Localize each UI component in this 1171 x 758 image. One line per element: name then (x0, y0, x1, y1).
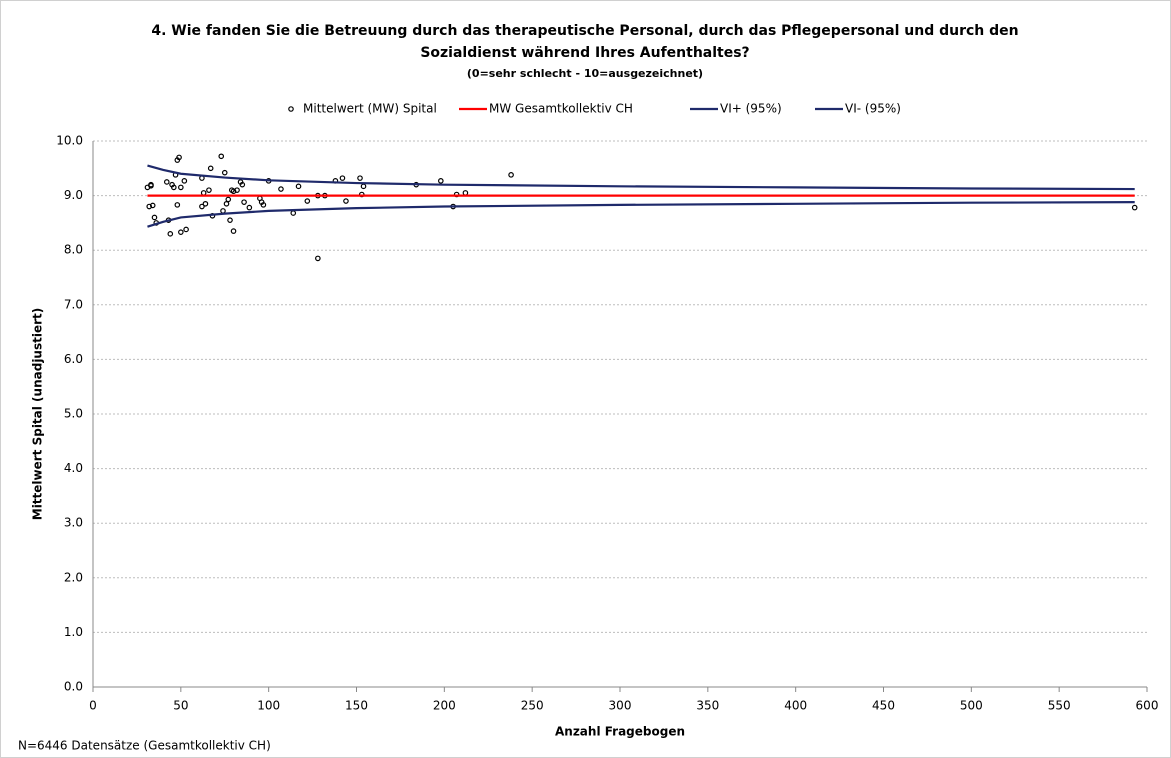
x-axis-label: Anzahl Fragebogen (555, 725, 685, 739)
x-tick-label: 0 (89, 699, 97, 713)
point (304, 198, 311, 204)
point (246, 204, 253, 211)
y-tick-label: 10.0 (56, 134, 83, 148)
y-tick-label: 9.0 (64, 188, 83, 202)
footnote: N=6446 Datensätze (Gesamtkollektiv CH) (18, 739, 271, 753)
point (176, 154, 182, 161)
x-tick-label: 500 (960, 699, 983, 713)
point (163, 179, 170, 185)
point (178, 184, 184, 191)
point (148, 182, 154, 189)
point (1131, 204, 1138, 211)
point (221, 169, 228, 176)
point (207, 165, 214, 172)
point (239, 181, 246, 188)
point (357, 175, 363, 181)
point (167, 231, 174, 237)
y-tick-label: 8.0 (64, 243, 83, 257)
legend-label: Mittelwert (MW) Spital (303, 102, 437, 116)
point (149, 202, 156, 209)
legend-marker (288, 106, 294, 112)
point (183, 226, 189, 233)
y-tick-label: 2.0 (64, 570, 83, 584)
line (147, 201, 1135, 228)
point (218, 153, 225, 160)
point (199, 203, 205, 210)
point (438, 178, 444, 184)
x-tick-label: 400 (784, 699, 807, 713)
chart-title: 4. Wie fanden Sie die Betreuung durch da… (151, 23, 1018, 39)
point (278, 186, 284, 192)
x-tick-label: 250 (521, 699, 544, 713)
x-tick-label: 350 (696, 699, 719, 713)
x-tick-label: 550 (1048, 699, 1071, 713)
point (230, 228, 237, 234)
point (202, 200, 209, 207)
legend-label: VI+ (95%) (720, 102, 782, 116)
x-tick-label: 200 (433, 699, 456, 713)
legend-label: VI- (95%) (845, 102, 901, 116)
point (174, 202, 181, 208)
legend-label: MW Gesamtkollektiv CH (489, 102, 633, 116)
x-tick-label: 300 (609, 699, 632, 713)
y-axis-label: Mittelwert Spital (unadjustiert) (31, 308, 45, 521)
y-tick-label: 5.0 (64, 407, 83, 421)
point (315, 255, 321, 262)
line (147, 164, 1135, 191)
y-tick-label: 1.0 (64, 625, 83, 639)
point (206, 187, 212, 193)
point (181, 178, 188, 184)
point (260, 202, 267, 208)
y-tick-label: 3.0 (64, 516, 83, 530)
point (295, 183, 302, 190)
x-tick-label: 150 (345, 699, 368, 713)
point (178, 229, 184, 235)
x-tick-label: 450 (872, 699, 895, 713)
y-tick-label: 6.0 (64, 352, 83, 366)
y-tick-label: 0.0 (64, 680, 83, 694)
point (225, 196, 232, 203)
point (508, 172, 514, 178)
point (339, 175, 346, 181)
x-tick-label: 50 (173, 699, 188, 713)
y-tick-label: 7.0 (64, 297, 83, 311)
x-tick-label: 100 (257, 699, 280, 713)
point (343, 198, 349, 204)
point (151, 214, 158, 221)
chart-title: Sozialdienst während Ihres Aufenthaltes? (420, 45, 749, 61)
point (227, 217, 233, 223)
x-tick-label: 600 (1136, 699, 1159, 713)
chart-subtitle: (0=sehr schlecht - 10=ausgezeichnet) (467, 67, 703, 80)
point (169, 181, 175, 188)
point (234, 187, 240, 193)
y-tick-label: 4.0 (64, 461, 83, 475)
point (241, 199, 247, 205)
